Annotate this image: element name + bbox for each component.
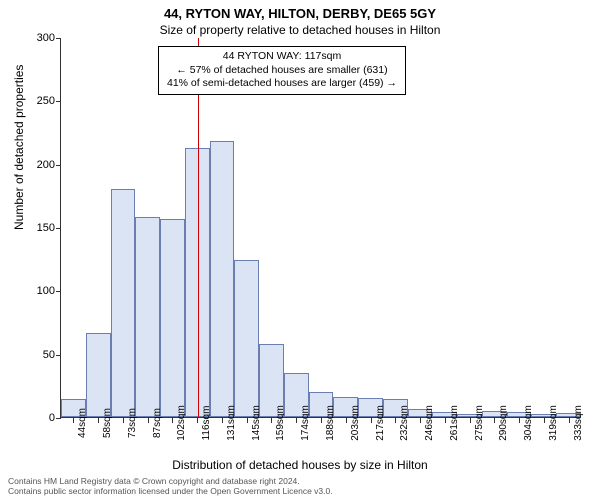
x-tick-mark (420, 418, 421, 423)
x-tick-label: 304sqm (523, 405, 534, 441)
y-tick-mark (56, 38, 61, 39)
info-box-line: ← 57% of detached houses are smaller (63… (167, 64, 397, 78)
x-tick-mark (494, 418, 495, 423)
y-tick-label: 0 (15, 412, 55, 424)
y-tick-mark (56, 101, 61, 102)
histogram-bar (86, 333, 111, 417)
y-tick-mark (56, 165, 61, 166)
x-tick-label: 246sqm (424, 405, 435, 441)
info-box-line: 44 RYTON WAY: 117sqm (167, 50, 397, 64)
x-tick-mark (569, 418, 570, 423)
chart: 05010015020025030044sqm58sqm73sqm87sqm10… (60, 38, 580, 418)
info-box-line: 41% of semi-detached houses are larger (… (167, 77, 397, 91)
y-tick-label: 300 (15, 32, 55, 44)
x-tick-mark (544, 418, 545, 423)
y-tick-mark (56, 355, 61, 356)
histogram-bar (135, 217, 160, 417)
x-tick-mark (395, 418, 396, 423)
x-tick-mark (271, 418, 272, 423)
x-tick-label: 290sqm (498, 405, 509, 441)
x-tick-mark (321, 418, 322, 423)
page-title: 44, RYTON WAY, HILTON, DERBY, DE65 5GY (0, 0, 600, 21)
histogram-bar (160, 219, 185, 417)
y-axis-label: Number of detached properties (12, 65, 26, 230)
info-box: 44 RYTON WAY: 117sqm← 57% of detached ho… (158, 46, 406, 95)
x-tick-mark (470, 418, 471, 423)
x-tick-label: 261sqm (449, 405, 460, 441)
page-subtitle: Size of property relative to detached ho… (0, 21, 600, 37)
x-tick-mark (98, 418, 99, 423)
histogram-bar (210, 141, 235, 417)
y-tick-label: 50 (15, 349, 55, 361)
x-tick-mark (148, 418, 149, 423)
x-tick-mark (346, 418, 347, 423)
plot-area: 05010015020025030044sqm58sqm73sqm87sqm10… (60, 38, 580, 418)
y-tick-mark (56, 228, 61, 229)
x-tick-mark (371, 418, 372, 423)
x-tick-mark (247, 418, 248, 423)
y-tick-mark (56, 418, 61, 419)
x-tick-label: 333sqm (573, 405, 584, 441)
histogram-bar (234, 260, 259, 417)
x-tick-mark (172, 418, 173, 423)
footer-line-1: Contains HM Land Registry data © Crown c… (8, 476, 333, 486)
footer-attribution: Contains HM Land Registry data © Crown c… (8, 476, 333, 496)
x-tick-mark (123, 418, 124, 423)
x-tick-mark (197, 418, 198, 423)
x-tick-mark (445, 418, 446, 423)
y-tick-label: 100 (15, 285, 55, 297)
x-tick-mark (73, 418, 74, 423)
x-tick-mark (519, 418, 520, 423)
y-tick-mark (56, 291, 61, 292)
histogram-bar (111, 189, 136, 417)
x-tick-label: 319sqm (548, 405, 559, 441)
footer-line-2: Contains public sector information licen… (8, 486, 333, 496)
x-tick-mark (296, 418, 297, 423)
x-axis-label: Distribution of detached houses by size … (0, 458, 600, 472)
x-tick-mark (222, 418, 223, 423)
